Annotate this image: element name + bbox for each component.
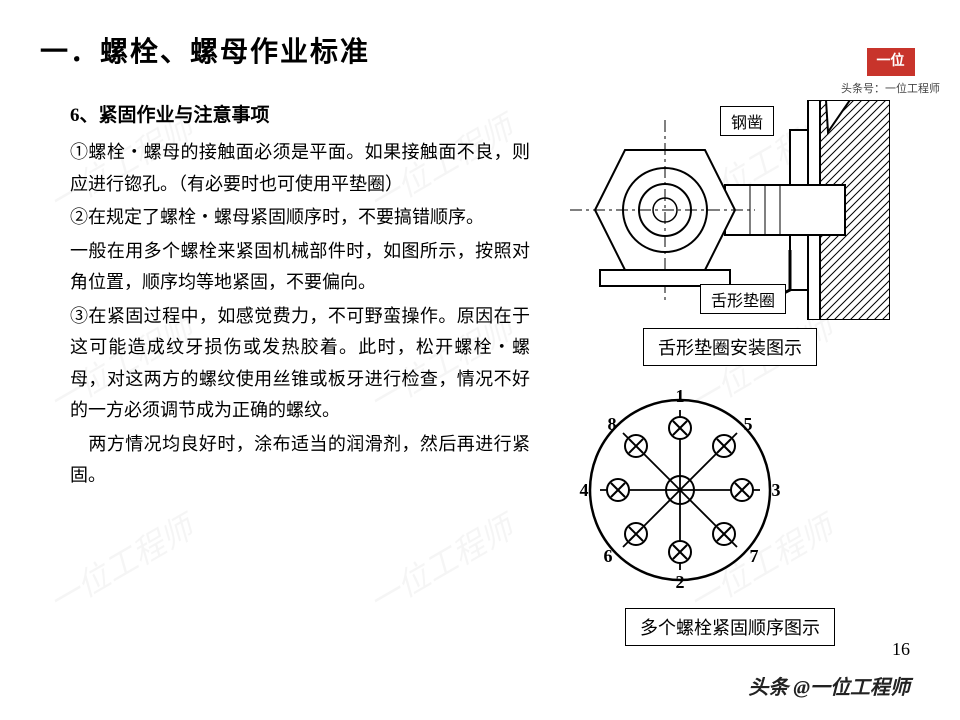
figure-column: 钢凿 舌形垫圈 舌形垫圈安装图示 xyxy=(550,100,910,660)
figure-1-caption: 舌形垫圈安装图示 xyxy=(643,328,817,366)
page-root: 一位工程师 一位工程师 一位工程师 一位工程师 一位工程师 一位工程师 一位工程… xyxy=(0,0,960,720)
content-row: 6、紧固作业与注意事项 ①螺栓・螺母的接触面必须是平面。如果接触面不良，则应进行… xyxy=(40,100,920,660)
bolt-num-1: 1 xyxy=(676,386,685,406)
bolt-num-4: 4 xyxy=(580,480,589,500)
label-chisel: 钢凿 xyxy=(720,106,774,136)
text-column: 6、紧固作业与注意事项 ①螺栓・螺母的接触面必须是平面。如果接触面不良，则应进行… xyxy=(40,100,530,660)
bolt-num-7: 7 xyxy=(750,546,759,566)
figure-2-caption: 多个螺栓紧固顺序图示 xyxy=(625,608,835,646)
paragraph-2: ②在规定了螺栓・螺母紧固顺序时，不要搞错顺序。 xyxy=(70,202,530,234)
bolt-num-8: 8 xyxy=(608,414,617,434)
logo-subtitle: 头条号：一位工程师 xyxy=(841,80,940,96)
paragraph-1: ①螺栓・螺母的接触面必须是平面。如果接触面不良，则应进行锪孔。（有必要时也可使用… xyxy=(70,137,530,200)
bolt-num-5: 5 xyxy=(744,414,753,434)
logo-block: 一位 头条号：一位工程师 xyxy=(841,48,940,96)
figure-2-svg: 1 8 5 4 3 6 7 2 xyxy=(550,380,810,600)
bolt-num-3: 3 xyxy=(772,480,781,500)
figure-1-caption-wrap: 舌形垫圈安装图示 xyxy=(550,328,910,366)
page-title: 一．螺栓、螺母作业标准 xyxy=(40,30,920,70)
paragraph-5: 两方情况均良好时，涂布适当的润滑剂，然后再进行紧固。 xyxy=(70,429,530,492)
bolt-num-2: 2 xyxy=(676,572,685,592)
bolt-num-6: 6 xyxy=(604,546,613,566)
page-number: 16 xyxy=(892,639,910,660)
label-washer: 舌形垫圈 xyxy=(700,284,786,314)
figure-bolt-sequence: 1 8 5 4 3 6 7 2 xyxy=(550,380,910,600)
paragraph-3: 一般在用多个螺栓来紧固机械部件时，如图所示，按照对角位置，顺序均等地紧固，不要偏… xyxy=(70,236,530,299)
figure-2-caption-wrap: 多个螺栓紧固顺序图示 xyxy=(550,608,910,646)
paragraph-4: ③在紧固过程中，如感觉费力，不可野蛮操作。原因在于这可能造成纹牙损伤或发热胶着。… xyxy=(70,301,530,427)
footer-handle: 头条 @一位工程师 xyxy=(748,671,910,700)
section-subhead: 6、紧固作业与注意事项 xyxy=(70,100,530,127)
figure-tongue-washer: 钢凿 舌形垫圈 xyxy=(550,100,910,320)
logo-badge: 一位 xyxy=(867,48,915,76)
